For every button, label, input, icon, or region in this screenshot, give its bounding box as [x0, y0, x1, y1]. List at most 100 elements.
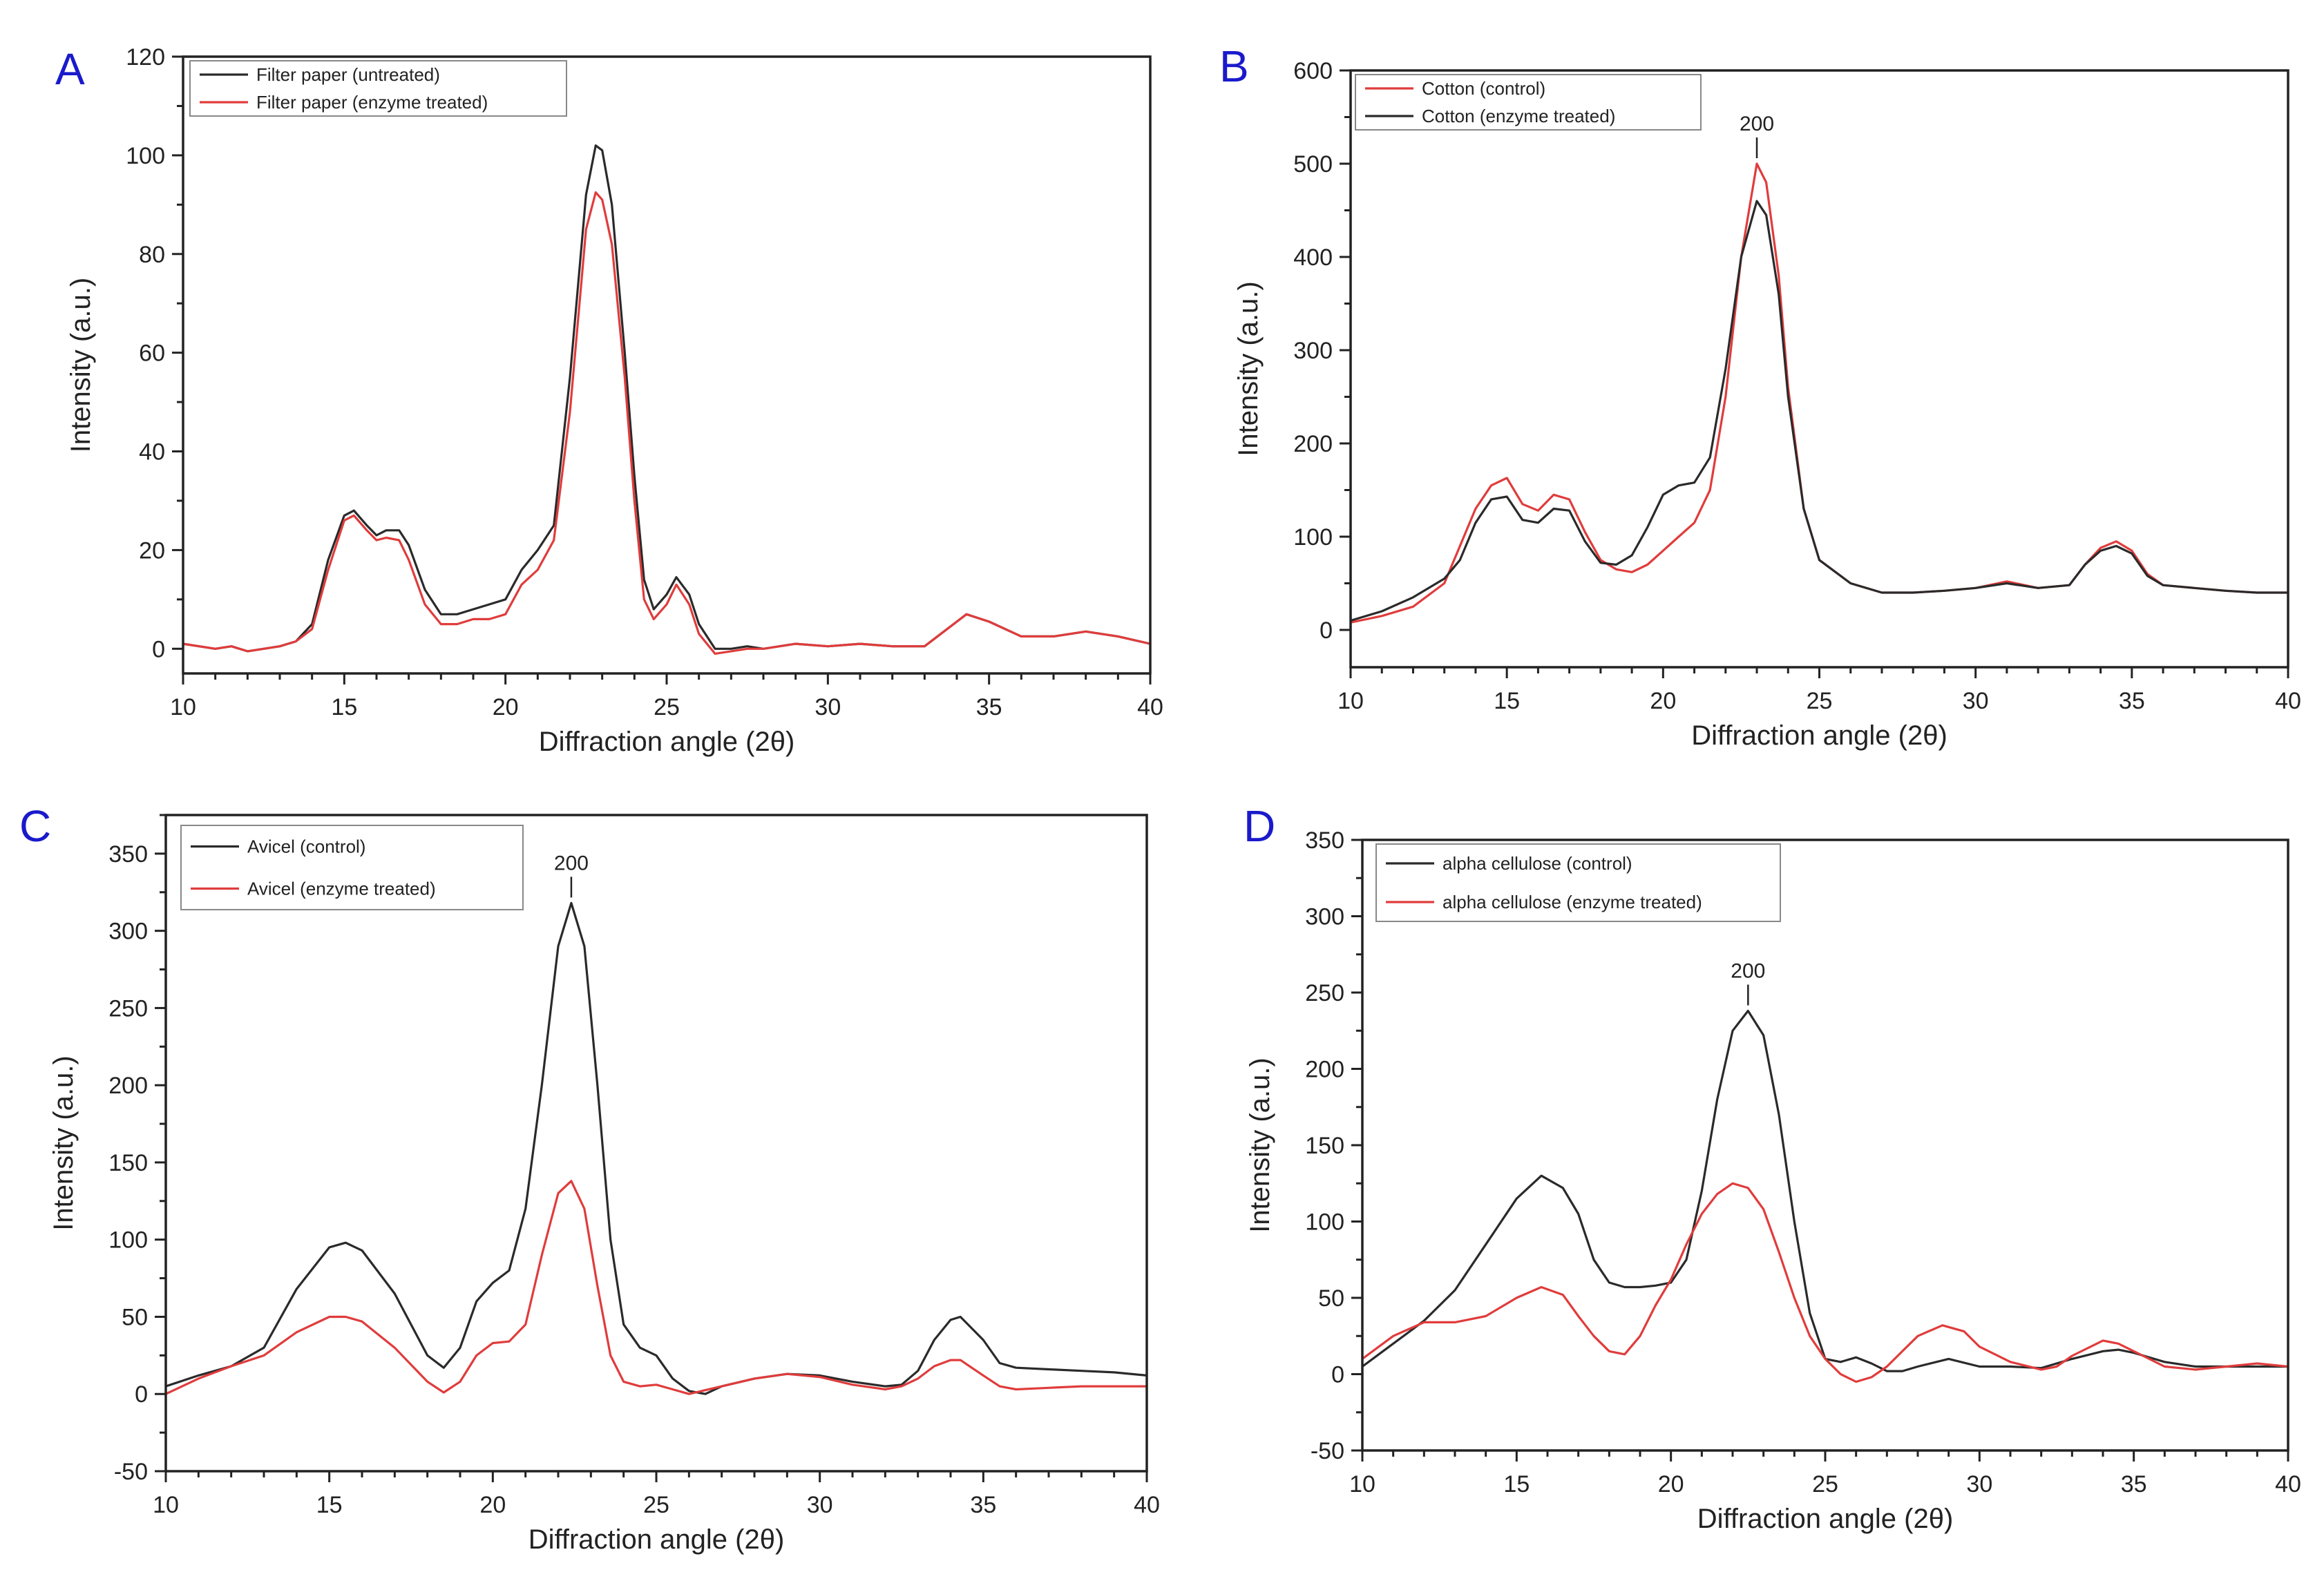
y-tick-label: 350 — [1305, 827, 1344, 854]
legend-entry-label: Avicel (control) — [247, 836, 365, 857]
x-tick-label: 30 — [1963, 688, 1989, 714]
x-tick-label: 40 — [2275, 688, 2301, 714]
y-tick-label: 150 — [1305, 1133, 1344, 1159]
series-line-2 — [183, 191, 1150, 655]
legend: Cotton (control) Cotton (enzyme treated) — [1355, 74, 1702, 131]
x-tick-label: 40 — [2275, 1471, 2301, 1497]
legend: Avicel (control) Avicel (enzyme treated) — [180, 825, 524, 910]
y-tick-label: 20 — [139, 537, 165, 564]
legend-box — [1375, 843, 1781, 922]
x-axis-title: Diffraction angle (2θ) — [539, 727, 795, 757]
plot-frame — [182, 55, 1152, 675]
series-line-1 — [183, 144, 1150, 653]
y-tick-label: 150 — [108, 1150, 148, 1176]
x-tick-label: 20 — [1650, 688, 1676, 714]
y-tick-label: 200 — [1293, 431, 1333, 457]
legend-box — [1355, 74, 1702, 131]
x-tick-label: 30 — [807, 1492, 833, 1518]
y-axis-title: Intensity (a.u.) — [48, 1055, 79, 1230]
legend-entry-label: Cotton (control) — [1422, 78, 1545, 99]
y-tick-label: 60 — [139, 341, 165, 367]
x-tick-label: 35 — [976, 694, 1002, 720]
panel-letter: B — [1219, 41, 1249, 91]
peak-annotation-label: 200 — [1731, 960, 1765, 983]
y-tick-label: 100 — [1293, 524, 1333, 550]
panel-letter: C — [19, 801, 51, 851]
x-tick-label: 40 — [1137, 694, 1163, 720]
y-tick-label: 400 — [1293, 245, 1333, 271]
plot-frame — [1349, 69, 2289, 669]
y-tick-label: -50 — [1311, 1438, 1344, 1464]
y-tick-label: 300 — [108, 919, 148, 945]
y-tick-label: 300 — [1305, 904, 1344, 930]
x-tick-label: 20 — [479, 1492, 506, 1518]
series-line-2 — [166, 1180, 1147, 1395]
x-tick-label: 20 — [493, 694, 519, 720]
panel-d: D 10 15 20 25 30 35 40 -50 0 50 100 150 200 250 300 350 D… — [1244, 801, 2301, 1534]
y-tick-label: 100 — [1305, 1209, 1344, 1236]
legend-entry-label: Avicel (enzyme treated) — [247, 879, 436, 899]
x-axis-title: Diffraction angle (2θ) — [1697, 1504, 1954, 1534]
legend-box — [189, 60, 567, 117]
peak-annotation-label: 200 — [554, 852, 589, 874]
x-tick-label: 25 — [654, 694, 680, 720]
y-axis-title: Intensity (a.u.) — [1245, 1057, 1275, 1232]
x-tick-label: 15 — [316, 1492, 343, 1518]
x-tick-label: 15 — [1503, 1471, 1530, 1497]
y-tick-label: 200 — [1305, 1057, 1344, 1083]
y-tick-label: 0 — [1331, 1362, 1344, 1388]
y-tick-label: 50 — [1318, 1285, 1344, 1312]
legend-box — [180, 825, 524, 910]
legend: alpha cellulose (control) alpha cellulose… — [1375, 843, 1781, 922]
x-tick-label: 30 — [1966, 1471, 1992, 1497]
x-tick-label: 35 — [2121, 1471, 2147, 1497]
x-tick-label: 40 — [1134, 1492, 1160, 1518]
y-tick-label: 100 — [108, 1227, 148, 1254]
x-tick-label: 10 — [1349, 1471, 1375, 1497]
x-tick-label: 25 — [1812, 1471, 1838, 1497]
legend-entry-label: alpha cellulose (control) — [1442, 853, 1632, 874]
legend-entry-label: alpha cellulose (enzyme treated) — [1442, 892, 1702, 912]
panel-b: B10 15 20 25 30 35 400100200300400500600Diffra… — [1219, 41, 2301, 751]
legend-entry-label: Filter paper (untreated) — [256, 64, 440, 85]
y-axis-title: Intensity (a.u.) — [1233, 281, 1264, 456]
peak-annotation-label: 200 — [1740, 113, 1774, 135]
legend-entry-label: Cotton (enzyme treated) — [1422, 106, 1615, 126]
legend: Filter paper (untreated) Filter paper (en… — [189, 60, 567, 117]
panel-letter: D — [1244, 801, 1275, 851]
y-tick-label: 0 — [152, 636, 165, 662]
y-tick-label: 250 — [108, 995, 148, 1022]
x-tick-label: 10 — [170, 694, 196, 720]
y-tick-label: 500 — [1293, 151, 1333, 178]
plot-frame — [164, 814, 1148, 1473]
y-tick-label: 120 — [126, 44, 165, 70]
y-tick-label: 200 — [108, 1073, 148, 1099]
series-line-2 — [1362, 1182, 2288, 1383]
y-tick-label: 50 — [122, 1304, 148, 1330]
x-tick-label: 15 — [1494, 688, 1520, 714]
panel-letter: A — [55, 44, 85, 94]
x-tick-label: 30 — [815, 694, 841, 720]
x-axis-title: Diffraction angle (2θ) — [1691, 720, 1947, 751]
x-tick-label: 25 — [1807, 688, 1833, 714]
x-tick-label: 10 — [1337, 688, 1364, 714]
y-tick-label: 300 — [1293, 338, 1333, 364]
series-line-1 — [1362, 1009, 2288, 1372]
legend-entry-label: Filter paper (enzyme treated) — [256, 92, 488, 113]
panel-a: A 10 15 20 25 30 35 40 0 20 40 60 80 100 120 Diffractio… — [55, 44, 1163, 757]
y-tick-label: 0 — [1320, 617, 1333, 644]
y-tick-label: 250 — [1305, 980, 1344, 1006]
x-axis-title: Diffraction angle (2θ) — [528, 1524, 785, 1555]
y-tick-label: 350 — [108, 841, 148, 868]
x-tick-label: 25 — [643, 1492, 669, 1518]
y-axis-title: Intensity (a.u.) — [66, 278, 96, 452]
y-tick-label: 80 — [139, 242, 165, 268]
x-tick-label: 10 — [153, 1492, 179, 1518]
y-tick-label: 0 — [135, 1381, 148, 1408]
series-line-1 — [1351, 162, 2288, 624]
series-line-1 — [166, 901, 1147, 1395]
y-tick-label: 100 — [126, 143, 165, 169]
y-tick-label: 40 — [139, 439, 165, 466]
series-line-2 — [1351, 200, 2288, 622]
